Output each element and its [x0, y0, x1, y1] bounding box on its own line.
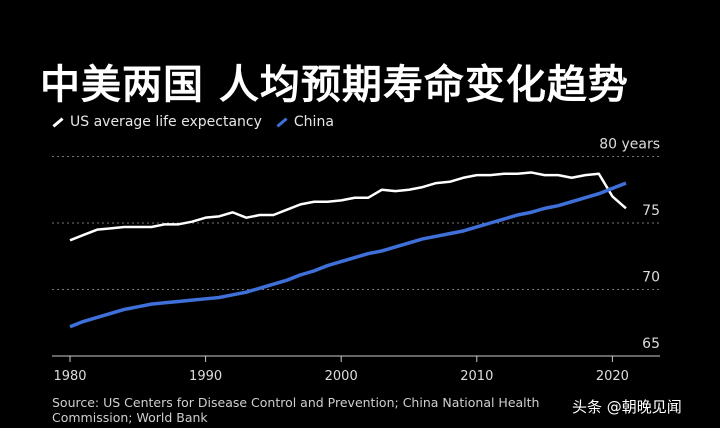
- y-tick-label: 65: [642, 336, 660, 352]
- x-tick-label: 1990: [189, 369, 222, 384]
- watermark: 头条 @朝晚见闻: [572, 398, 682, 416]
- x-tick-label: 2000: [325, 369, 358, 384]
- legend-item-china: China: [276, 114, 334, 130]
- legend-item-us: US average life expectancy: [52, 114, 262, 130]
- legend-label-us: US average life expectancy: [70, 114, 262, 130]
- x-tick-label: 1980: [53, 369, 86, 384]
- y-tick-label: 70: [642, 270, 660, 286]
- us-series-line: [69, 171, 627, 242]
- chart-title: 中美两国 人均预期寿命变化趋势: [40, 62, 629, 108]
- china-series-line: [69, 181, 627, 329]
- source-note: Source: US Centers for Disease Control a…: [52, 395, 540, 425]
- x-tick-label: 2020: [596, 369, 629, 384]
- y-tick-label: 75: [642, 203, 660, 219]
- legend-label-china: China: [293, 114, 334, 130]
- x-tick-label: 2010: [460, 369, 493, 384]
- legend: US average life expectancy China: [52, 114, 334, 130]
- y-tick-label: 80 years: [599, 137, 660, 153]
